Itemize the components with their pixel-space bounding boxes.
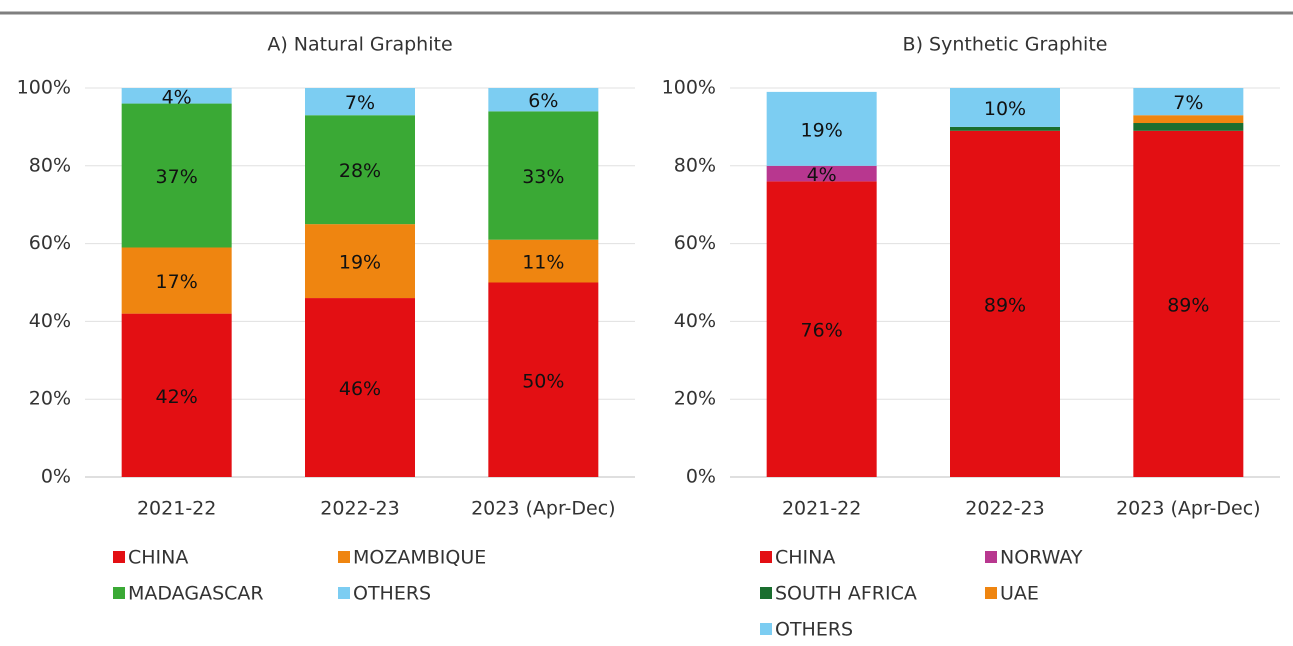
bar-segment <box>121 103 232 248</box>
bar-segment <box>950 88 1060 127</box>
bar-segment <box>766 165 877 182</box>
data-label: 19% <box>339 252 381 274</box>
data-label: 46% <box>339 378 381 400</box>
x-tick-label: 2023 (Apr-Dec) <box>1116 498 1261 520</box>
legend-label: OTHERS <box>775 619 853 641</box>
data-label: 76% <box>801 320 843 342</box>
bar-segment <box>1133 123 1244 131</box>
legend-label: NORWAY <box>1000 547 1083 569</box>
bar-segment <box>766 181 877 478</box>
legend-swatch <box>760 551 772 563</box>
y-tick-label: 40% <box>29 310 71 332</box>
data-label: 17% <box>156 271 198 293</box>
data-label: 19% <box>801 119 843 141</box>
data-label: 89% <box>1167 294 1209 316</box>
legend-swatch <box>760 623 772 635</box>
legend-swatch <box>113 587 125 599</box>
y-tick-label: 80% <box>674 154 716 176</box>
x-tick-label: 2021-22 <box>782 498 861 520</box>
y-tick-label: 20% <box>674 388 716 410</box>
bar-segment <box>1133 130 1244 478</box>
bar-segment <box>305 298 415 477</box>
y-tick-label: 20% <box>29 388 71 410</box>
data-label: 10% <box>984 98 1026 120</box>
legend-swatch <box>338 551 350 563</box>
bar-segment <box>950 130 1060 478</box>
data-label: 7% <box>345 92 375 114</box>
bar-segment <box>488 88 599 112</box>
y-tick-label: 100% <box>17 77 71 99</box>
bar-segment <box>488 282 599 477</box>
bar-segment <box>121 313 232 477</box>
bar-segment <box>121 88 232 104</box>
data-label: 11% <box>522 252 564 274</box>
bar-segment <box>950 126 1060 131</box>
data-label: 7% <box>1173 92 1203 114</box>
bar-segment <box>305 88 415 116</box>
y-tick-label: 0% <box>41 466 71 488</box>
x-tick-label: 2021-22 <box>137 498 216 520</box>
chart-title: A) Natural Graphite <box>267 34 452 56</box>
chart-title: B) Synthetic Graphite <box>903 34 1108 56</box>
bar-segment <box>1133 115 1244 124</box>
data-label: 4% <box>162 86 192 108</box>
x-tick-label: 2023 (Apr-Dec) <box>471 498 616 520</box>
data-label: 28% <box>339 160 381 182</box>
y-tick-label: 60% <box>29 232 71 254</box>
bar-segment <box>488 111 599 240</box>
data-label: 4% <box>807 164 837 186</box>
y-tick-label: 60% <box>674 232 716 254</box>
x-tick-label: 2022-23 <box>965 498 1044 520</box>
legend-label: SOUTH AFRICA <box>775 583 917 605</box>
y-tick-label: 100% <box>662 77 716 99</box>
data-label: 50% <box>522 370 564 392</box>
data-label: 33% <box>522 166 564 188</box>
legend-swatch <box>985 587 997 599</box>
bar-segment <box>488 239 599 283</box>
x-tick-label: 2022-23 <box>320 498 399 520</box>
y-tick-label: 40% <box>674 310 716 332</box>
legend-swatch <box>113 551 125 563</box>
data-label: 6% <box>528 90 558 112</box>
legend-label: MOZAMBIQUE <box>353 547 486 569</box>
data-label: 89% <box>984 294 1026 316</box>
bar-segment <box>305 224 415 299</box>
legend-label: UAE <box>1000 583 1039 605</box>
y-tick-label: 0% <box>686 466 716 488</box>
legend-label: CHINA <box>128 547 188 569</box>
bar-segment <box>121 247 232 314</box>
legend-swatch <box>760 587 772 599</box>
bar-segment <box>766 91 877 166</box>
bar-segment <box>1133 88 1244 116</box>
legend-swatch <box>338 587 350 599</box>
legend-label: MADAGASCAR <box>128 583 264 605</box>
bar-segment <box>305 115 415 225</box>
legend-label: OTHERS <box>353 583 431 605</box>
legend-label: CHINA <box>775 547 835 569</box>
y-tick-label: 80% <box>29 154 71 176</box>
data-label: 42% <box>156 386 198 408</box>
data-label: 37% <box>156 166 198 188</box>
legend-swatch <box>985 551 997 563</box>
